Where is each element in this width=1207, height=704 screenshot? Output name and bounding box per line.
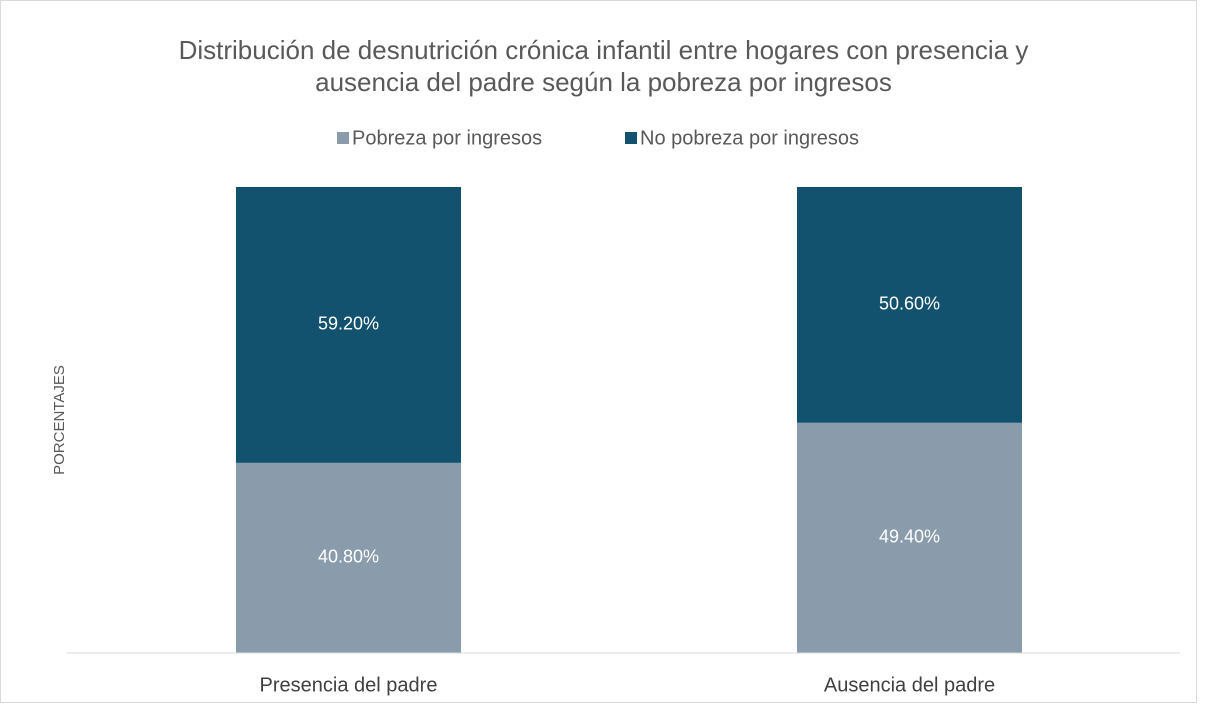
legend-label: Pobreza por ingresos — [352, 127, 542, 149]
chart-title: Distribución de desnutrición crónica inf… — [178, 35, 1029, 97]
data-label: 59.20% — [318, 314, 379, 334]
data-label: 40.80% — [318, 547, 379, 567]
y-axis-label: PORCENTAJES — [51, 365, 68, 475]
legend-label: No pobreza por ingresos — [640, 127, 859, 149]
x-tick-label: Presencia del padre — [260, 674, 438, 696]
legend-swatch — [625, 132, 637, 144]
bar-segment — [797, 187, 1022, 423]
bar-segment — [236, 462, 461, 653]
bar-segment — [236, 187, 461, 463]
x-tick-label: Ausencia del padre — [824, 674, 995, 696]
legend-swatch — [337, 132, 349, 144]
bar-segment — [797, 422, 1022, 653]
data-label: 49.40% — [879, 527, 940, 547]
data-label: 50.60% — [879, 294, 940, 314]
